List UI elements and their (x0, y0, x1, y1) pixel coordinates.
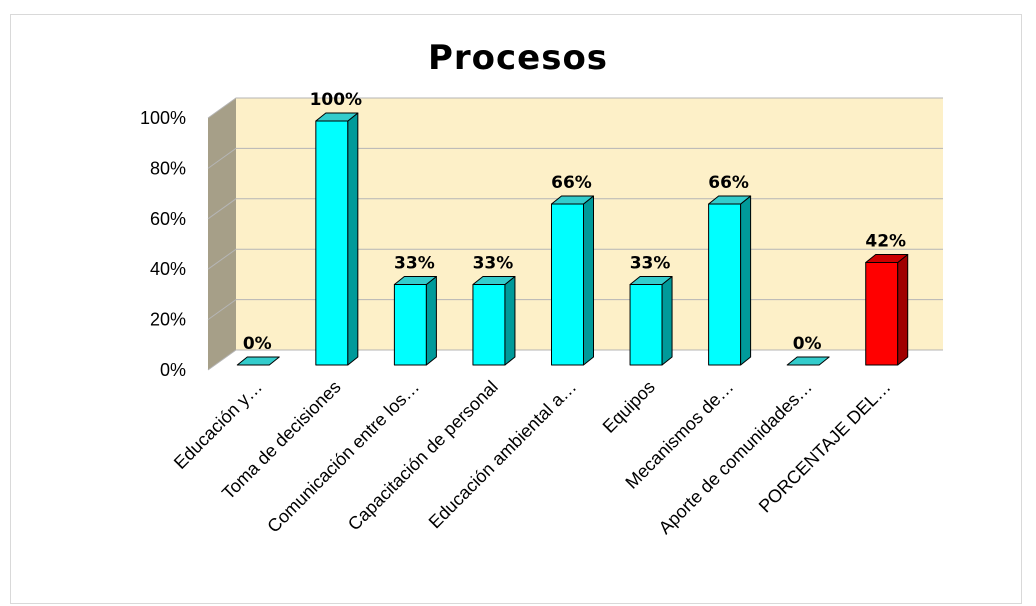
bar-side (897, 254, 909, 366)
bar-front (472, 283, 506, 366)
bar-front (393, 283, 427, 366)
data-label: 100% (310, 90, 363, 110)
y-tick-label: 60% (150, 209, 186, 229)
bar-top (865, 254, 909, 264)
bar (315, 112, 359, 366)
bar-top (629, 275, 673, 285)
bar-side (740, 195, 752, 366)
gridline (207, 97, 943, 119)
data-label: 66% (551, 173, 592, 193)
data-label: 66% (708, 173, 749, 193)
bar-side (661, 275, 673, 366)
x-tick-label: Educación ambiental a… (425, 377, 581, 533)
bar (551, 195, 594, 366)
bar-top (315, 112, 359, 122)
data-label: 33% (394, 253, 435, 273)
data-label: 0% (243, 334, 272, 354)
gridline (207, 248, 943, 270)
gridline (207, 198, 943, 220)
bar (786, 356, 830, 366)
bar (393, 275, 437, 366)
y-tick-label: 80% (150, 158, 186, 178)
bar-front (315, 120, 349, 366)
data-label: 33% (473, 253, 514, 273)
y-tick-label: 40% (150, 259, 186, 279)
bar-side (425, 275, 437, 366)
bar-side (504, 275, 516, 366)
bar (472, 275, 516, 366)
bar-top (472, 275, 516, 285)
x-tick-label: Comunicación entre los… (263, 377, 423, 537)
x-tick-label: Aporte de comunidades… (655, 377, 816, 538)
bar-front (551, 203, 584, 366)
data-label: 33% (630, 253, 671, 273)
chart-title: Procesos (427, 38, 609, 78)
plot-side-wall (208, 98, 236, 370)
bar (629, 275, 673, 366)
bar-top (551, 195, 594, 205)
x-tick-label: PORCENTAJE DEL… (755, 377, 895, 517)
bar-side (583, 195, 594, 366)
bar-front (629, 283, 663, 366)
bar (236, 356, 280, 366)
y-tick-label: 20% (150, 310, 186, 330)
gridline (207, 147, 943, 169)
bar-front (865, 262, 899, 366)
x-tick-label: Capacitación de personal (344, 377, 502, 535)
y-tick-label: 100% (140, 108, 186, 128)
bar-top (393, 275, 437, 285)
data-label: 0% (793, 334, 822, 354)
bar-top (708, 195, 752, 205)
bar (708, 195, 752, 366)
bar (865, 254, 909, 366)
gridline (207, 349, 943, 371)
bar-side (347, 112, 359, 366)
x-tick-label: Equipos (599, 377, 659, 437)
bar-front (708, 203, 742, 366)
gridline (207, 299, 943, 321)
bar-top (236, 356, 280, 366)
y-tick-label: 0% (160, 360, 186, 380)
data-label: 42% (865, 232, 906, 252)
bar-top (786, 356, 830, 366)
